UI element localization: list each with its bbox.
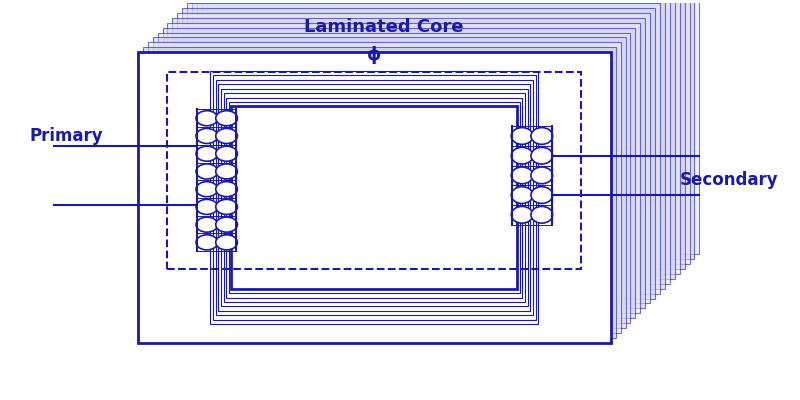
Bar [178, 13, 650, 304]
Ellipse shape [511, 187, 533, 204]
Bar [213, 75, 536, 320]
Ellipse shape [196, 164, 218, 179]
Bar [182, 8, 655, 298]
Ellipse shape [196, 128, 218, 144]
Ellipse shape [216, 128, 238, 144]
Bar [207, 0, 680, 274]
Ellipse shape [511, 167, 533, 184]
Bar [226, 0, 699, 254]
Ellipse shape [531, 128, 553, 144]
Bar [148, 42, 621, 333]
Bar [212, 0, 685, 269]
Ellipse shape [196, 217, 218, 232]
Ellipse shape [216, 111, 238, 126]
Ellipse shape [531, 167, 553, 184]
Bar [172, 18, 646, 308]
Ellipse shape [196, 235, 218, 250]
Bar [197, 0, 670, 284]
Text: Laminated Core: Laminated Core [305, 18, 464, 36]
Text: Secondary: Secondary [680, 171, 778, 189]
Text: ϕ: ϕ [367, 46, 382, 64]
Bar [187, 3, 660, 294]
Bar [158, 32, 630, 323]
Ellipse shape [216, 235, 238, 250]
Bar [215, 80, 533, 315]
Bar [217, 0, 690, 264]
Ellipse shape [511, 128, 533, 144]
Bar [167, 72, 582, 269]
Ellipse shape [216, 146, 238, 161]
Ellipse shape [216, 217, 238, 232]
Bar [202, 0, 674, 279]
Ellipse shape [196, 146, 218, 161]
Ellipse shape [531, 147, 553, 164]
Bar [229, 102, 520, 293]
Bar [143, 47, 616, 338]
Text: Primary: Primary [30, 127, 103, 145]
Bar [210, 71, 538, 324]
Bar [167, 23, 640, 313]
Bar [218, 84, 530, 311]
Bar [221, 89, 528, 306]
Bar [226, 98, 522, 298]
Bar [192, 0, 665, 289]
Bar [222, 0, 694, 259]
Ellipse shape [196, 199, 218, 214]
Bar [162, 28, 635, 318]
Ellipse shape [511, 206, 533, 223]
Ellipse shape [216, 164, 238, 179]
Bar [138, 52, 610, 343]
Ellipse shape [511, 147, 533, 164]
Ellipse shape [531, 187, 553, 204]
Ellipse shape [196, 182, 218, 197]
Ellipse shape [216, 199, 238, 214]
Ellipse shape [531, 206, 553, 223]
Ellipse shape [216, 182, 238, 197]
Bar [223, 93, 525, 302]
Bar [153, 38, 626, 328]
Ellipse shape [196, 111, 218, 126]
Bar [231, 106, 517, 289]
